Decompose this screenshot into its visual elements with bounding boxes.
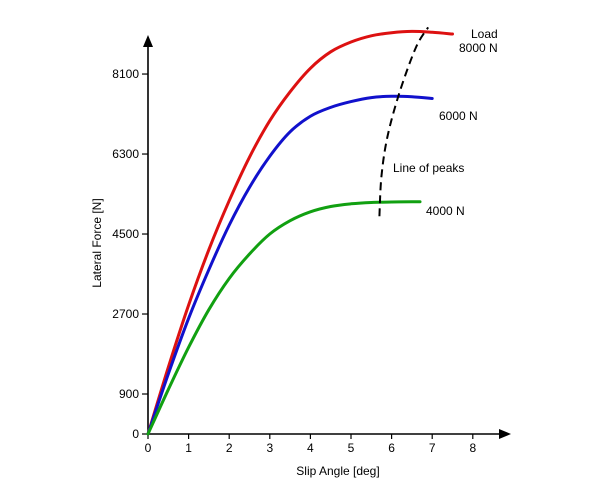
x-tick-label: 3 (266, 441, 273, 455)
x-tick-label: 1 (185, 441, 192, 455)
line-of-peaks (378, 26, 429, 217)
x-tick-label: 4 (307, 441, 314, 455)
x-axis-arrowhead (499, 429, 511, 439)
x-tick-label: 6 (388, 441, 395, 455)
series-label: 4000 N (426, 204, 465, 218)
y-tick-label: 4500 (112, 227, 139, 241)
y-tick-label: 900 (119, 387, 139, 401)
x-axis-title: Slip Angle [deg] (296, 464, 379, 478)
series-label: 6000 N (439, 109, 478, 123)
series-label: 8000 N (459, 41, 498, 55)
series-line-4000-n (146, 200, 422, 436)
series-line-8000-n (146, 29, 454, 436)
y-tick-label: 6300 (112, 147, 139, 161)
x-ticks: 0 1 2 3 4 5 6 7 8 (145, 434, 476, 455)
y-tick-label: 0 (132, 427, 139, 441)
series-labels: 8000 N 6000 N 4000 N (426, 41, 498, 218)
series-line-6000-n (146, 94, 434, 436)
series-group (146, 29, 454, 436)
y-axis-title: Lateral Force [N] (90, 198, 104, 287)
line-of-peaks-label: Line of peaks (393, 161, 464, 175)
y-tick-label: 8100 (112, 67, 139, 81)
x-tick-label: 7 (429, 441, 436, 455)
x-tick-label: 2 (226, 441, 233, 455)
legend-title: Load (471, 27, 498, 41)
axes (143, 35, 511, 439)
x-tick-label: 0 (145, 441, 152, 455)
x-tick-label: 5 (348, 441, 355, 455)
x-tick-label: 8 (469, 441, 476, 455)
y-ticks: 0 900 2700 4500 6300 8100 (112, 67, 148, 441)
y-tick-label: 2700 (112, 307, 139, 321)
y-axis-arrowhead (143, 35, 153, 47)
